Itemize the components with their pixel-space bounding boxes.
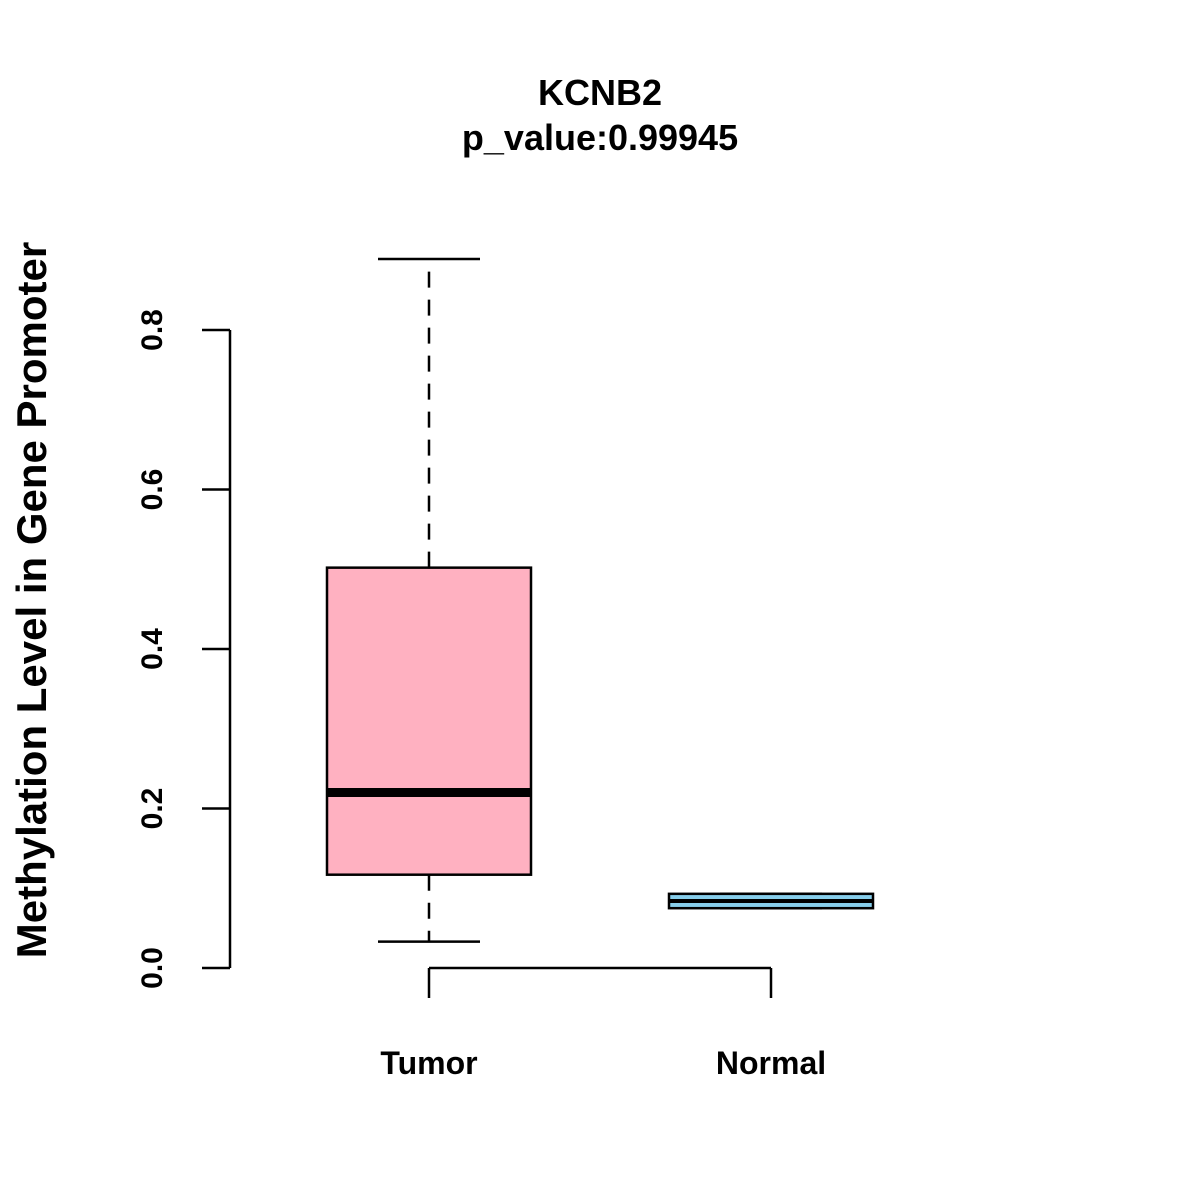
iqr-box: [325, 566, 533, 876]
y-axis: 0.0 0.2 0.4 0.6 0.8: [136, 309, 232, 989]
box-tumor: [325, 257, 533, 943]
chart-subtitle: p_value:0.99945: [462, 117, 738, 158]
y-tick-label: 0.6: [136, 469, 169, 511]
boxes-layer: [325, 257, 875, 943]
y-tick-label: 0.0: [136, 947, 169, 989]
y-axis-label: Methylation Level in Gene Promoter: [8, 242, 55, 958]
y-tick-label: 0.4: [136, 628, 169, 670]
y-tick-label: 0.2: [136, 788, 169, 830]
x-tick-label: Normal: [716, 1045, 826, 1081]
box-normal: [667, 892, 875, 910]
chart-title: KCNB2: [538, 72, 662, 113]
y-tick-label: 0.8: [136, 309, 169, 351]
x-axis: Tumor Normal: [380, 966, 826, 1081]
x-tick-label: Tumor: [380, 1045, 477, 1081]
